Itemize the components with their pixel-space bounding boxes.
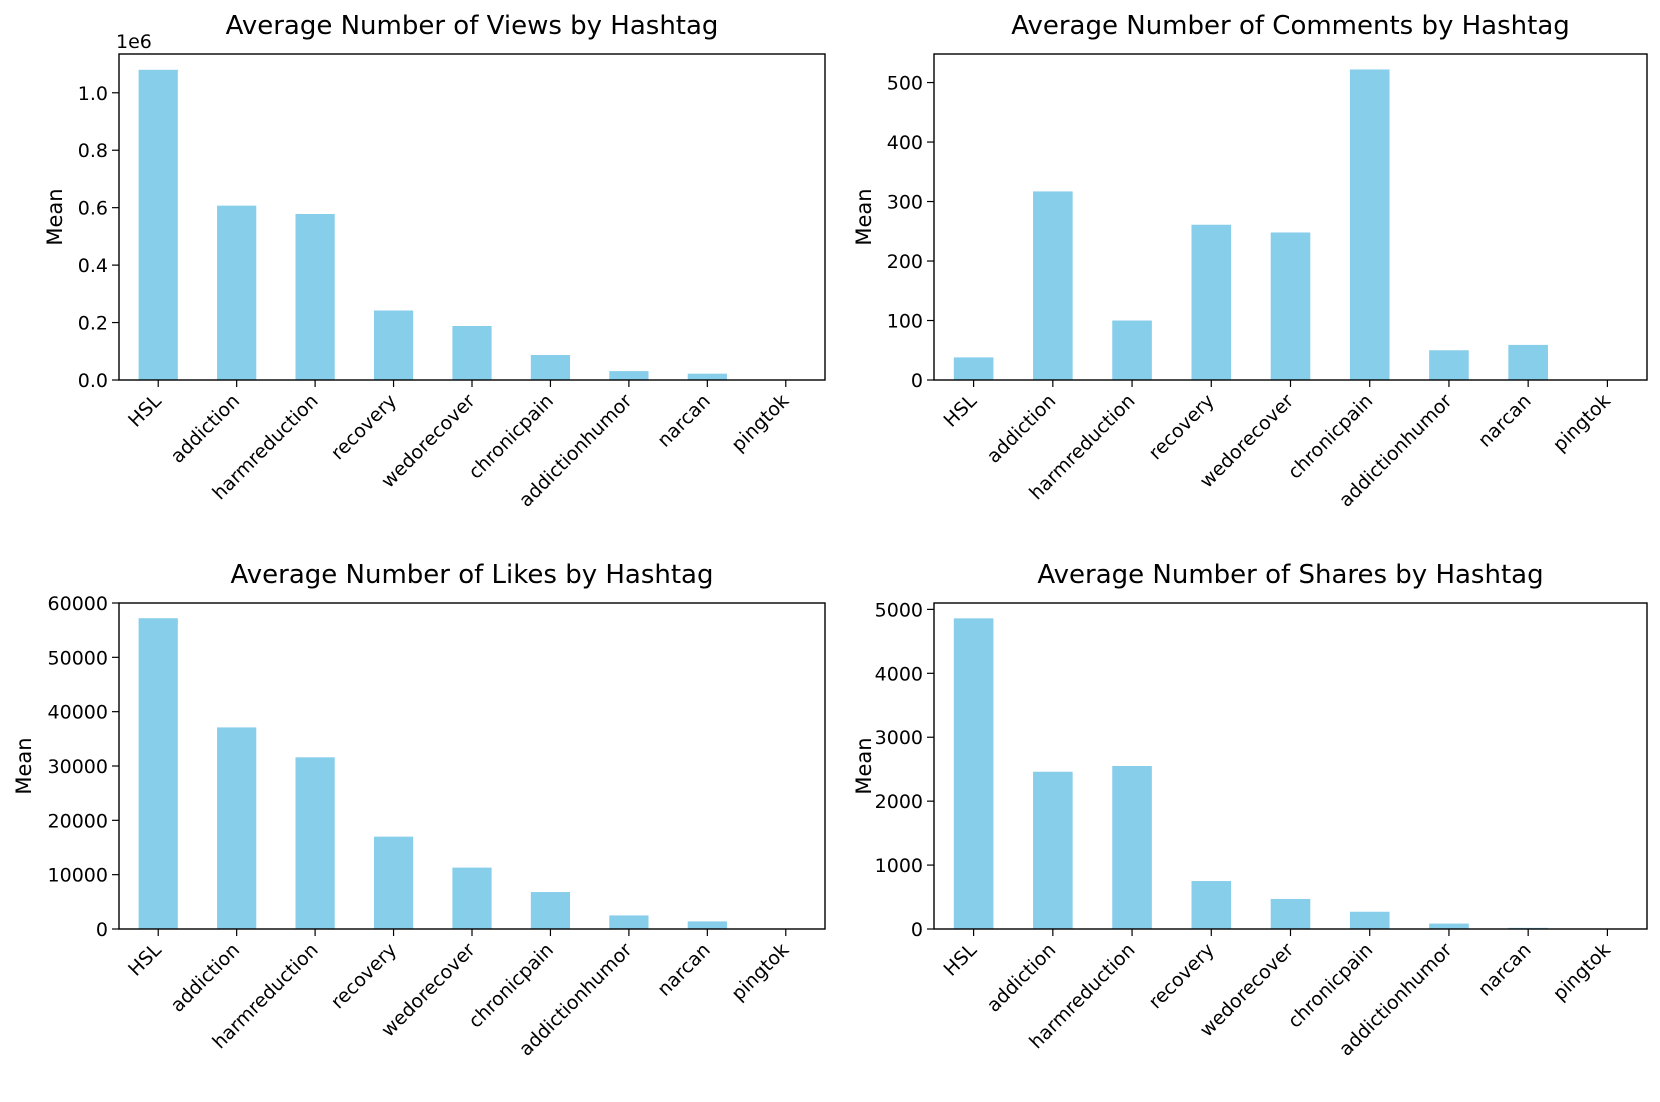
y-tick-label: 60000 — [48, 593, 108, 615]
bar-wedorecover — [452, 867, 492, 929]
y-axis-label: Mean — [43, 188, 67, 245]
y-tick-label: 2000 — [875, 791, 923, 813]
x-tick-label: addiction — [166, 939, 244, 1017]
y-tick-label: 1000 — [875, 855, 923, 877]
y-tick-label: 0.2 — [78, 313, 108, 335]
y-axis-label: Mean — [12, 737, 36, 794]
bar-wedorecover — [452, 326, 492, 380]
y-tick-label: 0 — [911, 370, 923, 392]
bar-narcan — [687, 921, 727, 929]
chart-title: Average Number of Likes by Hashtag — [230, 560, 713, 590]
bar-addictionhumor — [609, 371, 649, 380]
y-tick-label: 0.6 — [78, 198, 108, 220]
x-tick-label: narcan — [1474, 939, 1536, 1001]
y-tick-label: 0 — [911, 919, 923, 941]
bar-addictionhumor — [1429, 923, 1469, 929]
x-tick-label: recovery — [327, 939, 401, 1013]
x-tick-label: pingtok — [1549, 939, 1615, 1005]
x-tick-label: addiction — [983, 939, 1061, 1017]
bar-recovery — [373, 836, 414, 929]
bar-addictionhumor — [609, 915, 649, 929]
x-tick-label: narcan — [653, 939, 715, 1001]
x-tick-label: HSL — [124, 939, 166, 981]
chart-panel-3: 0 10000 20000 30000 40000 50000 60000 HSL addict… — [12, 560, 826, 1061]
y-tick-label: 10000 — [48, 865, 108, 887]
y-tick-label: 1.0 — [78, 83, 108, 105]
bar-addiction — [217, 205, 257, 380]
bar-hsl — [953, 357, 994, 380]
y-tick-label: 500 — [887, 73, 923, 95]
bar-harmreduction — [295, 213, 335, 380]
x-tick-label: HSL — [124, 390, 166, 432]
x-tick-label: HSL — [939, 390, 981, 432]
bar-recovery — [373, 310, 414, 380]
bar-harmreduction — [1112, 320, 1152, 380]
y-axis-label: Mean — [852, 737, 876, 794]
bar-wedorecover — [1270, 898, 1311, 929]
y-tick-label: 50000 — [48, 647, 108, 669]
x-tick-label: HSL — [939, 939, 981, 981]
y-tick-label: 0.8 — [78, 140, 108, 162]
bar-addiction — [1033, 191, 1073, 380]
x-tick-label: pingtok — [1549, 390, 1615, 456]
x-tick-label: addiction — [166, 390, 244, 468]
bar-hsl — [138, 69, 178, 381]
y-tick-label: 3000 — [875, 727, 923, 749]
chart-title: Average Number of Shares by Hashtag — [1037, 560, 1543, 590]
bar-narcan — [1508, 344, 1548, 380]
y-tick-label: 0.4 — [78, 255, 108, 277]
bar-addiction — [217, 727, 257, 929]
x-tick-label: recovery — [1144, 390, 1218, 464]
y-axis-label: Mean — [852, 188, 876, 245]
y-tick-label: 40000 — [48, 702, 108, 724]
chart-title: Average Number of Comments by Hashtag — [1011, 11, 1570, 41]
bar-hsl — [953, 618, 994, 929]
bar-narcan — [687, 373, 727, 380]
bar-harmreduction — [1112, 766, 1152, 929]
x-tick-label: pingtok — [727, 939, 793, 1005]
bar-addictionhumor — [1429, 350, 1469, 380]
y-tick-label: 4000 — [875, 663, 923, 685]
bar-addiction — [1033, 771, 1073, 929]
y-offset-label: 1e6 — [116, 31, 152, 53]
x-tick-label: narcan — [653, 390, 715, 452]
bar-chronicpain — [530, 355, 571, 380]
x-tick-label: addiction — [983, 390, 1061, 468]
x-tick-label: narcan — [1474, 390, 1536, 452]
y-tick-label: 400 — [887, 132, 923, 154]
bar-chronicpain — [1349, 69, 1390, 380]
chart-title: Average Number of Views by Hashtag — [226, 11, 719, 41]
y-tick-label: 0.0 — [78, 370, 108, 392]
y-tick-label: 5000 — [875, 599, 923, 621]
bar-harmreduction — [295, 757, 335, 929]
x-tick-label: pingtok — [727, 390, 793, 456]
bar-chronicpain — [1349, 911, 1390, 929]
bar-wedorecover — [1270, 232, 1311, 380]
y-tick-label: 30000 — [48, 756, 108, 778]
bar-chronicpain — [530, 892, 571, 929]
x-tick-label: recovery — [327, 390, 401, 464]
bar-recovery — [1191, 224, 1232, 380]
y-tick-label: 200 — [887, 251, 923, 273]
bar-hsl — [138, 618, 178, 929]
y-tick-label: 20000 — [48, 810, 108, 832]
y-tick-label: 100 — [887, 311, 923, 333]
y-tick-label: 0 — [96, 919, 108, 941]
y-tick-label: 300 — [887, 192, 923, 214]
bar-recovery — [1191, 881, 1232, 929]
x-tick-label: recovery — [1144, 939, 1218, 1013]
